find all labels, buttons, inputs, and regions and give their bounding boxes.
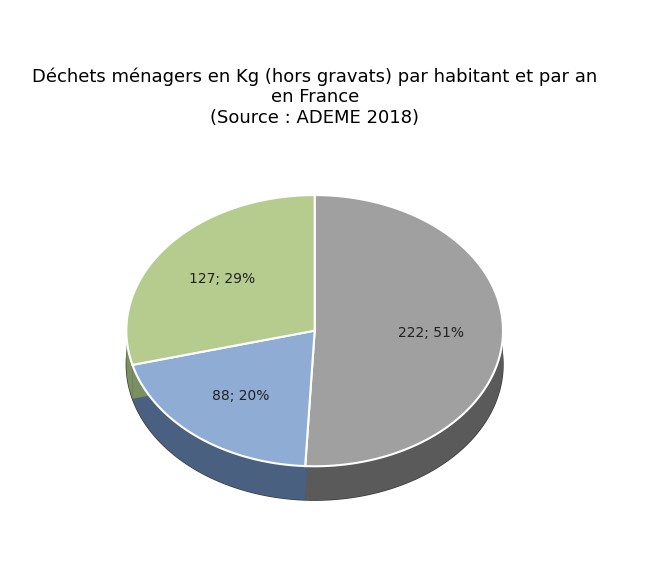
Polygon shape	[305, 195, 503, 466]
Polygon shape	[133, 331, 315, 399]
Polygon shape	[133, 331, 315, 399]
Polygon shape	[126, 229, 503, 500]
Text: Déchets ménagers en Kg (hors gravats) par habitant et par an
en France
(Source :: Déchets ménagers en Kg (hors gravats) pa…	[32, 67, 597, 127]
Text: 222; 51%: 222; 51%	[398, 326, 464, 340]
Text: 88; 20%: 88; 20%	[212, 389, 269, 403]
Polygon shape	[126, 195, 315, 365]
Polygon shape	[133, 331, 315, 466]
Polygon shape	[305, 331, 315, 500]
Polygon shape	[305, 331, 503, 500]
Text: 127; 29%: 127; 29%	[189, 272, 255, 287]
Polygon shape	[133, 365, 305, 500]
Polygon shape	[126, 332, 133, 399]
Legend: Poubelle grise, Poubelle recyclage, Déchèterie: Poubelle grise, Poubelle recyclage, Déch…	[231, 584, 436, 586]
Polygon shape	[305, 331, 315, 500]
